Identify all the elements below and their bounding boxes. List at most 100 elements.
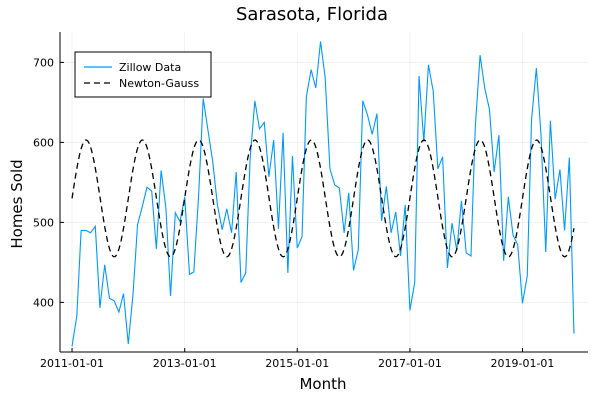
point-zillow-data-2013-07-01 (211, 160, 213, 162)
point-zillow-data-2014-04-01 (254, 100, 256, 102)
point-zillow-data-2014-11-01 (287, 272, 289, 274)
chart-title: Sarasota, Florida (236, 4, 388, 25)
point-zillow-data-2016-08-01 (385, 185, 387, 187)
point-zillow-data-2018-05-01 (484, 87, 486, 89)
point-zillow-data-2011-01-01 (71, 345, 73, 347)
point-zillow-data-2014-10-01 (282, 132, 284, 134)
point-zillow-data-2011-03-01 (80, 229, 82, 231)
point-zillow-data-2017-08-01 (441, 156, 443, 158)
point-zillow-data-2013-12-01 (235, 171, 237, 173)
y-axis-title: Homes Sold (8, 159, 26, 248)
point-zillow-data-2017-07-01 (437, 168, 439, 170)
point-zillow-data-2018-12-01 (517, 244, 519, 246)
point-zillow-data-2017-02-01 (414, 281, 416, 283)
point-zillow-data-2016-10-01 (395, 211, 397, 213)
point-zillow-data-2011-06-01 (94, 225, 96, 227)
point-zillow-data-2013-06-01 (207, 129, 209, 131)
axes-frame (59, 32, 588, 353)
point-zillow-data-2016-11-01 (399, 255, 401, 257)
point-zillow-data-2012-07-01 (155, 248, 157, 250)
point-zillow-data-2014-06-01 (263, 121, 265, 123)
point-zillow-data-2015-07-01 (324, 76, 326, 78)
point-zillow-data-2013-04-01 (197, 195, 199, 197)
legend-label-zillow-data: Zillow Data (119, 61, 181, 74)
point-zillow-data-2015-06-01 (319, 40, 321, 42)
point-zillow-data-2012-03-01 (136, 224, 138, 226)
point-zillow-data-2014-02-01 (245, 272, 247, 274)
point-zillow-data-2015-11-01 (343, 232, 345, 234)
point-zillow-data-2017-04-01 (423, 140, 425, 142)
x-tick-label-2013-01-01: 2013-01-01 (153, 357, 217, 370)
point-zillow-data-2016-05-01 (371, 133, 373, 135)
point-zillow-data-2011-02-01 (76, 315, 78, 317)
point-zillow-data-2018-11-01 (512, 234, 514, 236)
point-zillow-data-2019-04-01 (535, 67, 537, 69)
point-zillow-data-2015-05-01 (315, 87, 317, 89)
point-zillow-data-2016-02-01 (357, 248, 359, 250)
point-zillow-data-2019-10-01 (563, 229, 565, 231)
point-zillow-data-2016-01-01 (352, 269, 354, 271)
y-axis-ticks: 400 500 600 700 (33, 56, 64, 309)
point-zillow-data-2015-01-01 (296, 247, 298, 249)
point-zillow-data-2013-08-01 (216, 204, 218, 206)
point-zillow-data-2017-06-01 (432, 90, 434, 92)
point-zillow-data-2012-06-01 (151, 190, 153, 192)
point-zillow-data-2012-04-01 (141, 205, 143, 207)
point-zillow-data-2017-05-01 (427, 64, 429, 66)
series-layer (71, 40, 575, 347)
point-zillow-data-2018-04-01 (479, 54, 481, 56)
legend-label-newton-gauss: Newton-Gauss (119, 77, 199, 90)
point-zillow-data-2011-07-01 (99, 307, 101, 309)
point-zillow-data-2012-02-01 (132, 292, 134, 294)
point-zillow-data-2013-10-01 (226, 208, 228, 210)
point-zillow-data-2014-03-01 (249, 158, 251, 160)
point-zillow-data-2016-03-01 (362, 100, 364, 102)
y-tick-label-500: 500 (33, 216, 54, 229)
point-zillow-data-2018-03-01 (474, 125, 476, 127)
point-zillow-data-2017-10-01 (451, 222, 453, 224)
point-zillow-data-2019-05-01 (540, 133, 542, 135)
point-zillow-data-2016-09-01 (390, 232, 392, 234)
point-zillow-data-2017-11-01 (456, 249, 458, 251)
point-zillow-data-2013-03-01 (193, 271, 195, 273)
point-zillow-data-2015-09-01 (334, 184, 336, 186)
point-zillow-data-2012-01-01 (127, 343, 129, 345)
point-zillow-data-2011-08-01 (104, 264, 106, 266)
legend: Zillow Data Newton-Gauss (74, 51, 212, 98)
point-zillow-data-2019-09-01 (559, 168, 561, 170)
x-tick-label-2011-01-01: 2011-01-01 (40, 357, 104, 370)
x-axis-ticks: 2011-01-01 2013-01-01 2015-01-01 2017-01-01… (40, 348, 554, 370)
point-zillow-data-2019-03-01 (530, 118, 532, 120)
series-line-newton-gauss (71, 139, 575, 258)
point-zillow-data-2013-11-01 (230, 232, 232, 234)
point-zillow-data-2012-09-01 (165, 207, 167, 209)
point-zillow-data-2011-04-01 (85, 229, 87, 231)
point-zillow-data-2015-04-01 (310, 68, 312, 70)
point-zillow-data-2019-06-01 (545, 251, 547, 253)
point-zillow-data-2011-05-01 (89, 232, 91, 234)
point-zillow-data-2019-12-01 (573, 332, 575, 334)
point-zillow-data-2013-01-01 (184, 196, 186, 198)
point-zillow-data-2013-02-01 (188, 273, 190, 275)
y-tick-label-600: 600 (33, 136, 54, 149)
point-zillow-data-2012-10-01 (169, 295, 171, 297)
point-zillow-data-2011-12-01 (122, 292, 124, 294)
point-zillow-data-2017-01-01 (409, 309, 411, 311)
point-zillow-data-2011-10-01 (113, 300, 115, 302)
y-tick-label-400: 400 (33, 296, 54, 309)
x-tick-label-2017-01-01: 2017-01-01 (378, 357, 442, 370)
x-tick-label-2015-01-01: 2015-01-01 (265, 357, 329, 370)
point-zillow-data-2018-09-01 (502, 260, 504, 262)
point-zillow-data-2015-08-01 (329, 168, 331, 170)
point-zillow-data-2018-10-01 (507, 196, 509, 198)
point-zillow-data-2014-01-01 (240, 281, 242, 283)
point-zillow-data-2011-09-01 (108, 297, 110, 299)
point-zillow-data-2012-11-01 (174, 212, 176, 214)
point-zillow-data-2019-01-01 (521, 302, 523, 304)
point-zillow-data-2015-03-01 (305, 96, 307, 98)
point-zillow-data-2017-12-01 (460, 200, 462, 202)
point-zillow-data-2011-11-01 (118, 311, 120, 313)
y-tick-label-700: 700 (33, 56, 54, 69)
point-zillow-data-2018-02-01 (470, 255, 472, 257)
